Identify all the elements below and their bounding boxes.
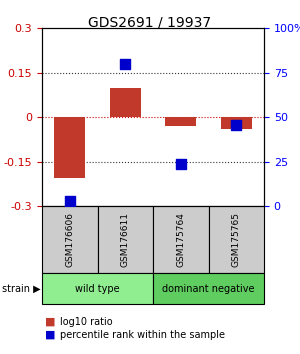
Bar [166, 118, 196, 126]
Point [67, 198, 72, 204]
FancyBboxPatch shape [153, 273, 264, 304]
FancyBboxPatch shape [153, 206, 208, 273]
Point [123, 61, 128, 67]
Point [178, 161, 183, 166]
Point [234, 122, 239, 127]
Text: ■: ■ [45, 317, 56, 327]
Text: GSM176606: GSM176606 [65, 212, 74, 267]
FancyBboxPatch shape [208, 206, 264, 273]
FancyBboxPatch shape [42, 273, 153, 304]
Text: dominant negative: dominant negative [162, 284, 255, 294]
Text: ■: ■ [45, 330, 56, 339]
Bar [221, 118, 251, 129]
FancyBboxPatch shape [98, 206, 153, 273]
Bar [55, 118, 85, 178]
Text: wild type: wild type [75, 284, 120, 294]
Text: percentile rank within the sample: percentile rank within the sample [60, 330, 225, 339]
Text: GSM176611: GSM176611 [121, 212, 130, 267]
Bar [110, 88, 140, 118]
Text: GSM175764: GSM175764 [176, 212, 185, 267]
Text: GDS2691 / 19937: GDS2691 / 19937 [88, 16, 212, 30]
Text: log10 ratio: log10 ratio [60, 317, 112, 327]
Text: strain ▶: strain ▶ [2, 284, 41, 294]
FancyBboxPatch shape [42, 206, 98, 273]
Text: GSM175765: GSM175765 [232, 212, 241, 267]
